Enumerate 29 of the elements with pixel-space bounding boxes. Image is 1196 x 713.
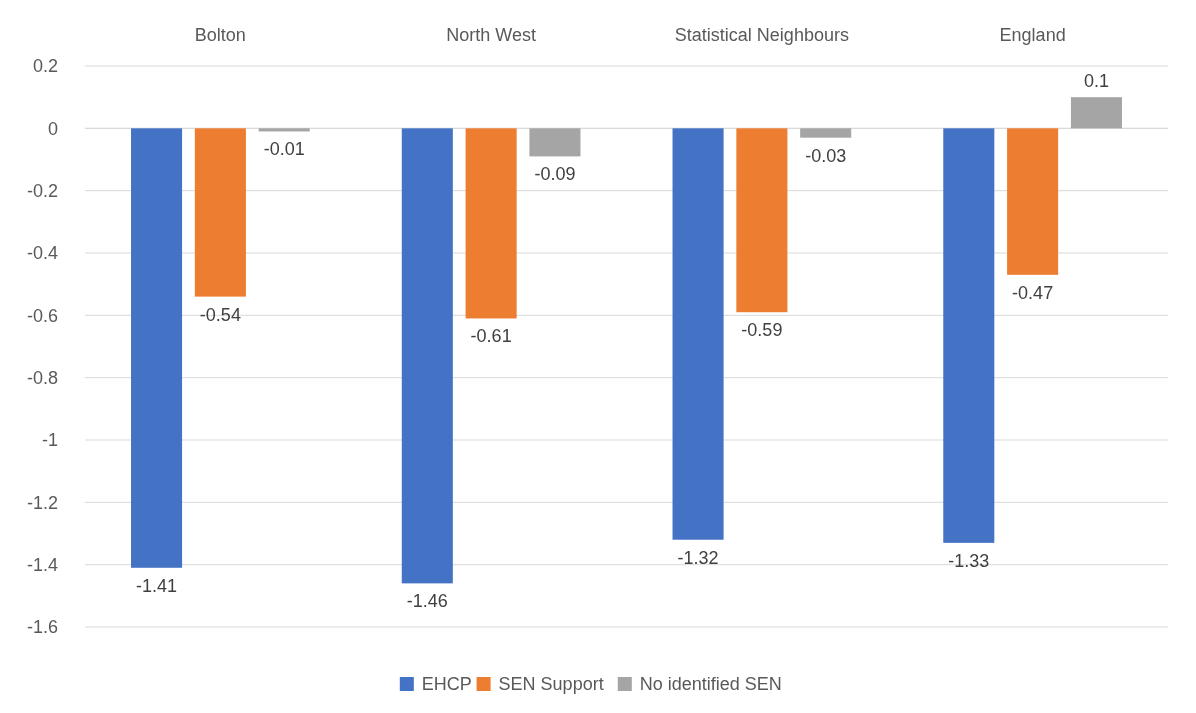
x-tick-label: Bolton xyxy=(194,25,246,45)
y-tick-label: -1.2 xyxy=(26,492,58,513)
data-label: -1.33 xyxy=(948,550,990,571)
data-label: -0.54 xyxy=(199,304,241,325)
data-label: -0.61 xyxy=(470,326,512,347)
y-tick-label: 0.2 xyxy=(32,56,58,77)
data-label: -0.01 xyxy=(263,139,305,160)
data-label: -1.46 xyxy=(406,591,448,612)
data-label: -0.59 xyxy=(741,320,783,341)
y-tick-label: 0 xyxy=(47,118,58,139)
y-tick-label: -0.4 xyxy=(26,243,58,264)
y-tick-label: -0.6 xyxy=(26,305,58,326)
legend-label: No identified SEN xyxy=(639,674,782,695)
legend-label: SEN Support xyxy=(498,674,604,695)
data-label: -1.41 xyxy=(136,575,178,596)
x-tick-label: North West xyxy=(446,25,536,45)
y-tick-label: -0.8 xyxy=(26,367,58,388)
data-label: -0.47 xyxy=(1012,282,1054,303)
legend-label: EHCP xyxy=(421,674,472,695)
y-tick-label: -1 xyxy=(41,430,58,451)
data-label: -0.03 xyxy=(805,145,847,166)
y-tick-label: -1.4 xyxy=(26,554,58,575)
data-label: -1.32 xyxy=(677,547,719,568)
data-label: -0.09 xyxy=(534,164,576,185)
y-tick-label: -1.6 xyxy=(26,617,58,638)
y-tick-label: -0.2 xyxy=(26,180,58,201)
x-tick-label: England xyxy=(999,25,1066,45)
x-tick-label: Statistical Neighbours xyxy=(674,25,849,45)
data-label: 0.1 xyxy=(1083,71,1109,92)
